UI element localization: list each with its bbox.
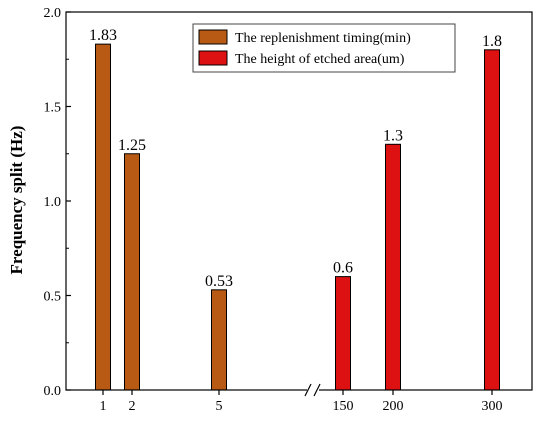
axis-break-mark-right [313,383,321,397]
axes-group: 0.0 0.5 1.0 1.5 2.0 1 2 5 150 200 300 [44,6,533,414]
legend: The replenishment timing(min) The height … [192,23,456,73]
bar-2-300 [484,49,500,391]
y-tick-label-2.0: 2.0 [44,6,62,21]
x-tick-label-200: 200 [383,399,404,414]
legend-label-2: The height of etched area(um) [235,52,405,67]
data-label-1: 1.83 [89,27,117,44]
data-label-150: 0.6 [333,260,353,277]
data-label-5: 0.53 [205,273,233,290]
data-label-2: 1.25 [118,137,146,154]
x-tick-label-1: 1 [100,399,107,414]
data-labels-group: 1.83 1.25 0.53 0.6 1.3 1.8 [89,27,502,290]
y-tick-label-1.0: 1.0 [44,195,62,210]
bar-2-200 [385,143,401,391]
axis-break-mark-left [304,383,312,397]
bar-1-5 [211,289,227,391]
legend-box [192,23,456,73]
y-tick-label-1.5: 1.5 [44,101,62,116]
x-tick-label-5: 5 [216,399,223,414]
x-tick-label-150: 150 [333,399,354,414]
data-label-200: 1.3 [383,127,403,144]
legend-swatch-1 [198,29,228,45]
x-tick-label-300: 300 [482,399,503,414]
legend-label-1: The replenishment timing(min) [235,31,411,46]
y-tick-label-0.0: 0.0 [44,384,62,399]
y-tick-label-0.5: 0.5 [44,290,62,305]
bars-group [95,43,500,391]
data-label-300: 1.8 [482,33,502,50]
x-tick-label-2: 2 [129,399,136,414]
bar-2-150 [335,276,351,391]
bar-1-2 [124,153,140,391]
y-axis-title-text: Frequency split (Hz) [7,126,26,275]
y-axis-title: Frequency split (Hz) [7,126,26,275]
axis-break-gap [307,388,319,392]
bar-1-1 [95,43,111,391]
legend-swatch-2 [198,50,228,66]
